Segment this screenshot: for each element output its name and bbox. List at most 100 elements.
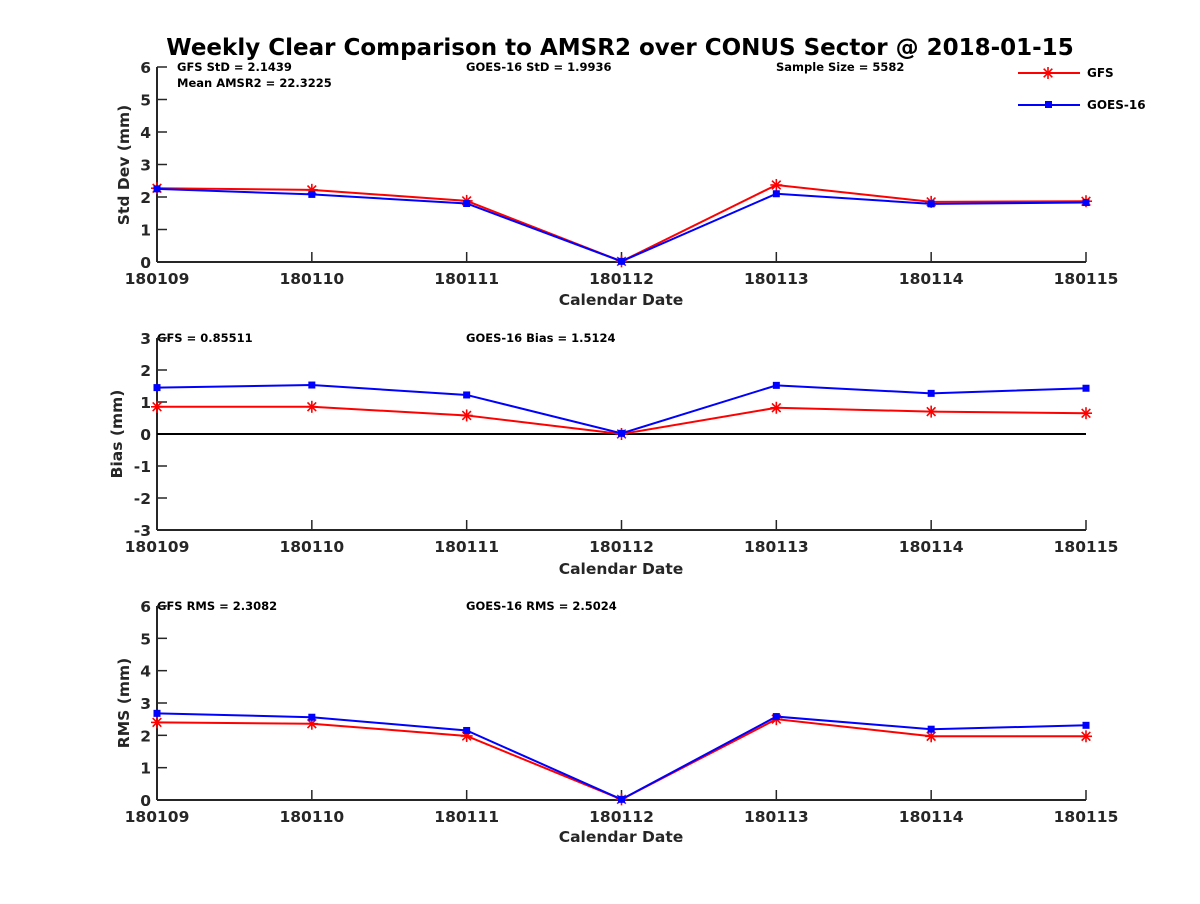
data-point-goes16	[463, 391, 471, 399]
data-point-goes16	[618, 257, 625, 265]
y-tick-label: 1	[140, 394, 151, 412]
data-point-gfs	[151, 400, 163, 413]
data-point-gfs	[770, 401, 783, 414]
legend: GFS GOES-16	[1018, 66, 1146, 112]
data-point-gfs	[460, 409, 473, 422]
goes16-bias-annotation: GOES-16 Bias = 1.5124	[466, 331, 615, 345]
legend-gfs-asterisk-mark	[1042, 67, 1054, 79]
data-point-gfs	[1080, 730, 1092, 743]
goes16-std-annotation: GOES-16 StD = 1.9936	[466, 60, 611, 74]
std-dev-y-axis-label: Std Dev (mm)	[115, 105, 133, 225]
y-tick-label: 4	[140, 663, 151, 681]
x-tick-label: 180113	[744, 808, 809, 826]
data-point-goes16	[772, 713, 780, 721]
goes16-rms-annotation: GOES-16 RMS = 2.5024	[466, 599, 617, 613]
y-tick-label: 0	[140, 792, 151, 810]
legend-gfs-asterisk-icon	[1042, 67, 1054, 79]
x-tick-label: 180112	[589, 270, 654, 288]
y-tick-label: 6	[140, 598, 151, 616]
y-tick-label: 5	[140, 630, 151, 648]
data-point-goes16	[1082, 384, 1090, 392]
data-point-goes16	[772, 190, 780, 198]
x-tick-label: 180110	[279, 808, 344, 826]
x-tick-label: 180111	[434, 808, 499, 826]
data-point-goes16	[927, 200, 935, 208]
y-tick-label: 3	[140, 157, 151, 175]
y-tick-label: -3	[134, 522, 151, 540]
y-tick-label: 6	[140, 59, 151, 77]
x-tick-label: 180112	[589, 808, 654, 826]
y-tick-label: -2	[134, 490, 151, 508]
x-tick-label: 180109	[125, 270, 190, 288]
y-tick-label: 0	[140, 254, 151, 272]
x-tick-label: 180115	[1054, 808, 1119, 826]
data-point-gfs	[305, 717, 318, 730]
y-tick-label: 0	[140, 426, 151, 444]
y-tick-label: -1	[134, 458, 151, 476]
x-tick-label: 180114	[899, 808, 964, 826]
sample-size-annotation: Sample Size = 5582	[776, 60, 904, 74]
y-tick-label: 1	[140, 222, 151, 240]
gfs-bias-annotation: GFS = 0.85511	[157, 331, 253, 345]
y-tick-label: 2	[140, 189, 151, 207]
data-point-goes16	[308, 190, 316, 198]
rms-x-axis-label: Calendar Date	[559, 828, 684, 846]
x-tick-label: 180111	[434, 270, 499, 288]
data-point-goes16	[618, 429, 625, 437]
legend-item-goes16[interactable]: GOES-16	[1018, 98, 1146, 112]
bias-y-axis-label: Bias (mm)	[108, 390, 126, 479]
x-tick-label: 180113	[744, 270, 809, 288]
data-point-goes16	[308, 713, 316, 721]
x-tick-label: 180115	[1054, 538, 1119, 556]
legend-goes16-square-icon	[1045, 101, 1052, 108]
gfs-rms-annotation: GFS RMS = 2.3082	[157, 599, 277, 613]
data-point-gfs	[925, 405, 938, 418]
x-tick-label: 180114	[899, 270, 964, 288]
mean-amsr2-annotation: Mean AMSR2 = 22.3225	[177, 76, 332, 90]
bias-panel: GFS = 0.85511 GOES-16 Bias = 1.5124 Bias…	[108, 330, 1118, 578]
x-tick-label: 180109	[125, 538, 190, 556]
y-tick-label: 4	[140, 124, 151, 142]
bias-x-axis-label: Calendar Date	[559, 560, 684, 578]
x-tick-label: 180114	[899, 538, 964, 556]
data-point-goes16	[153, 709, 161, 717]
rms-y-axis-label: RMS (mm)	[115, 658, 133, 748]
y-tick-label: 2	[140, 362, 151, 380]
data-point-goes16	[308, 381, 316, 389]
data-point-goes16	[463, 200, 471, 207]
legend-goes16-label: GOES-16	[1087, 98, 1146, 112]
data-point-gfs	[151, 716, 163, 729]
data-point-goes16	[772, 381, 780, 389]
x-tick-label: 180111	[434, 538, 499, 556]
x-tick-label: 180115	[1054, 270, 1119, 288]
y-tick-label: 3	[140, 330, 151, 348]
data-point-gfs	[925, 730, 938, 743]
x-tick-label: 180110	[279, 270, 344, 288]
gfs-std-annotation: GFS StD = 2.1439	[177, 60, 292, 74]
legend-item-gfs[interactable]: GFS	[1018, 66, 1114, 80]
rms-panel: GFS RMS = 2.3082 GOES-16 RMS = 2.5024 RM…	[115, 598, 1118, 846]
data-point-goes16	[1082, 199, 1090, 207]
legend-gfs-label: GFS	[1087, 66, 1114, 80]
data-point-gfs	[1080, 407, 1092, 420]
data-point-goes16	[927, 389, 935, 397]
x-tick-label: 180113	[744, 538, 809, 556]
y-tick-label: 2	[140, 727, 151, 745]
data-point-goes16	[153, 384, 161, 392]
data-point-goes16	[618, 795, 625, 803]
x-tick-label: 180112	[589, 538, 654, 556]
x-tick-label: 180109	[125, 808, 190, 826]
std-dev-x-axis-label: Calendar Date	[559, 291, 684, 309]
data-point-goes16	[927, 725, 935, 733]
data-point-gfs	[770, 178, 783, 191]
data-point-goes16	[1082, 721, 1090, 729]
y-tick-label: 1	[140, 760, 151, 778]
x-tick-label: 180110	[279, 538, 344, 556]
y-tick-label: 3	[140, 695, 151, 713]
figure-title: Weekly Clear Comparison to AMSR2 over CO…	[166, 35, 1073, 61]
data-point-gfs	[305, 400, 318, 413]
y-tick-label: 5	[140, 92, 151, 110]
data-point-goes16	[153, 185, 161, 193]
